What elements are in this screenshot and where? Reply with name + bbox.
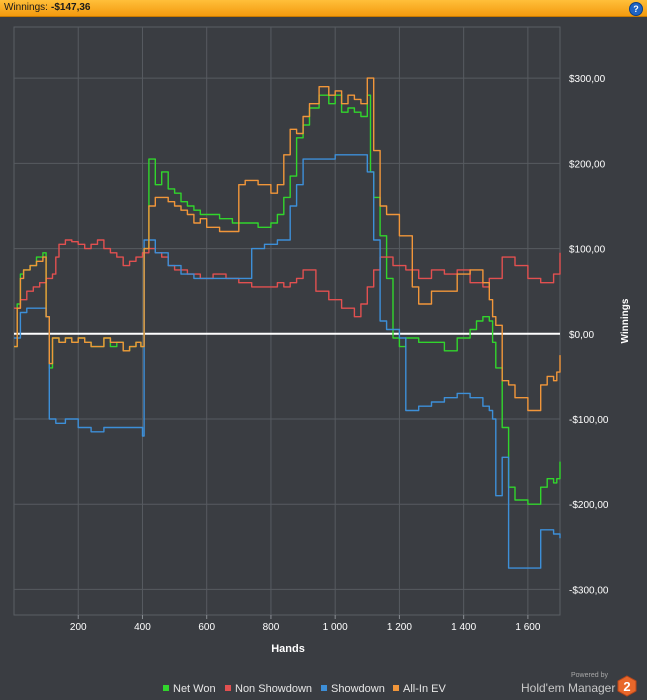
legend-showdown: Showdown: [321, 683, 385, 695]
y-tick-label: $100,00: [569, 245, 606, 256]
x-tick-label: 1 000: [323, 622, 348, 633]
legend-all-in-ev: All-In EV: [393, 683, 446, 695]
y-tick-label: $200,00: [569, 159, 606, 170]
y-tick-label: -$200,00: [569, 500, 609, 511]
legend-label: Net Won: [173, 683, 216, 695]
x-tick-label: 1 400: [451, 622, 476, 633]
legend-swatch: [393, 685, 399, 692]
powered-by-text: Powered by: [571, 672, 608, 679]
y-tick-label: -$300,00: [569, 585, 609, 596]
x-tick-label: 600: [198, 622, 215, 633]
x-tick-label: 1 600: [515, 622, 540, 633]
question-mark-icon[interactable]: ?: [629, 2, 643, 16]
legend-net-won: Net Won: [163, 683, 216, 695]
winnings-label: Winnings:: [4, 2, 48, 13]
x-tick-labels: 200 400 600 800 1 000 1 200 1 400 1 600: [70, 615, 541, 633]
title-bar: Winnings: -$147,36 ?: [0, 0, 647, 17]
winnings-chart: $300,00 $200,00 $100,00 $0,00 -$100,00 -$200,…: [13, 26, 631, 655]
legend-label: All-In EV: [403, 683, 446, 695]
x-tick-label: 400: [134, 622, 151, 633]
y-tick-label: $300,00: [569, 74, 606, 85]
winnings-value: -$147,36: [51, 2, 91, 13]
series-line-all-in-ev: [14, 77, 561, 412]
series-lines: [14, 77, 561, 569]
y-tick-label: $0,00: [569, 330, 594, 341]
y-tick-label: -$100,00: [569, 415, 609, 426]
grid-lines: [14, 27, 560, 615]
y-tick-labels: $300,00 $200,00 $100,00 $0,00 -$100,00 -$200,…: [569, 74, 609, 596]
legend-swatch: [321, 685, 327, 692]
logo-text: 2: [623, 679, 630, 694]
holdem-manager-logo: 2: [617, 675, 637, 697]
legend-label: Showdown: [331, 683, 385, 695]
legend-swatch: [225, 685, 231, 692]
x-axis-label: Hands: [271, 643, 305, 655]
plot-area: [13, 26, 561, 616]
legend-label: Non Showdown: [235, 683, 313, 695]
legend-swatch: [163, 685, 169, 692]
series-line-showdown: [14, 154, 561, 569]
x-tick-label: 800: [263, 622, 280, 633]
y-axis-label: Winnings: [620, 298, 631, 343]
x-tick-label: 1 200: [387, 622, 412, 633]
legend-non-showdown: Non Showdown: [225, 683, 312, 695]
brand-name: Hold'em Manager: [521, 681, 616, 695]
x-tick-label: 200: [70, 622, 87, 633]
